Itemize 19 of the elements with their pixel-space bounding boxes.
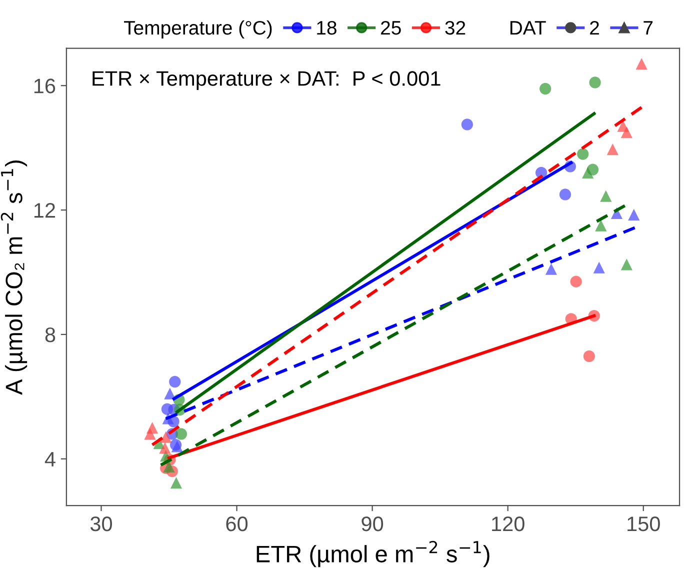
y-axis-title: A (µmol CO₂ m$^{−2}$ s$^{−1}$) xyxy=(0,160,28,395)
legend-label: 18 xyxy=(317,20,336,35)
y-tick-label: 16 xyxy=(34,78,56,94)
annotation: ETR × Temperature × DAT: P < 0.001 xyxy=(92,71,440,90)
y-tick-label: 8 xyxy=(45,327,56,342)
y-tick-label: 12 xyxy=(34,203,55,218)
legend-label: 32 xyxy=(445,20,466,35)
x-tick-label: 60 xyxy=(226,516,248,532)
x-tick-label: 150 xyxy=(628,516,660,532)
text: DAT xyxy=(510,21,546,35)
text: Temperature (°C) xyxy=(124,20,272,39)
x-axis-title: ETR (µmol e m$^{−2}$ s$^{−1}$) xyxy=(256,540,490,568)
y-tick-label: 4 xyxy=(44,452,56,466)
legend-label: 2 xyxy=(590,20,599,35)
legend-label: 7 xyxy=(644,21,653,35)
x-tick-label: 30 xyxy=(90,516,112,532)
x-tick-label: 90 xyxy=(362,516,384,532)
legend-label: 25 xyxy=(381,20,401,35)
x-tick-label: 120 xyxy=(492,516,524,532)
